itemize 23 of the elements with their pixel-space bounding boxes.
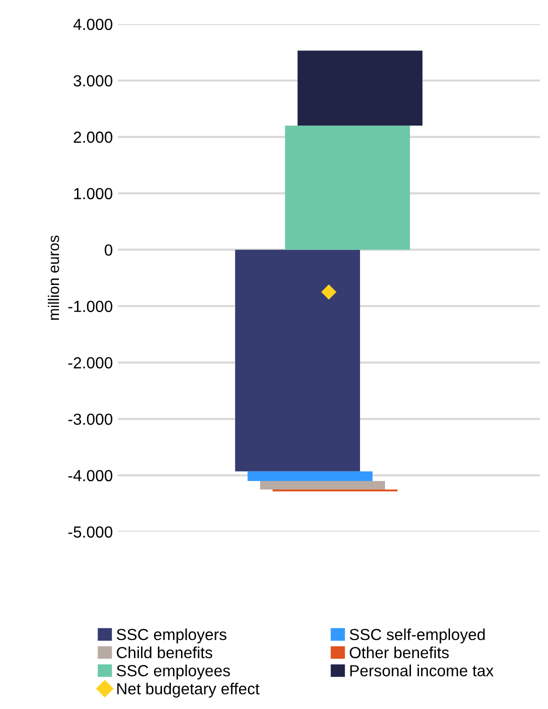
y-tick-label: 2.000 — [74, 132, 112, 143]
legend-label: SSC self-employed — [350, 628, 485, 644]
legend-label: Personal income tax — [350, 664, 494, 676]
legend-label: SSC employees — [116, 664, 230, 680]
y-tick-label: 4.000 — [73, 18, 112, 30]
y-tick-label: 1.000 — [74, 188, 112, 200]
legend-label: SSC employers — [116, 628, 226, 644]
bar — [298, 50, 422, 126]
bar — [248, 471, 373, 481]
legend-label: Net budgetary effect — [117, 682, 260, 698]
y-tick-label: -2.000 — [68, 357, 112, 368]
bar — [235, 250, 360, 472]
y-axis-title: million euros — [48, 236, 60, 320]
y-tick-label: 3.000 — [74, 75, 112, 86]
y-tick-label: 0 — [104, 244, 112, 256]
y-tick-label: -3.000 — [68, 414, 112, 425]
legend-label: Child benefits — [116, 646, 212, 658]
y-tick-label: -5.000 — [68, 526, 112, 538]
y-tick-label: -4.000 — [68, 470, 112, 482]
bar — [260, 480, 386, 490]
bar — [285, 126, 410, 250]
legend-label: Other benefits — [350, 646, 449, 658]
y-tick-label: -1.000 — [68, 300, 112, 312]
